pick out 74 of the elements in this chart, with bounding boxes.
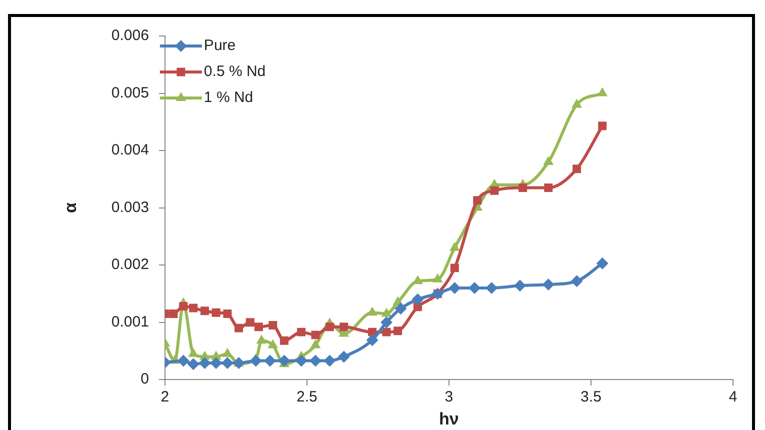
point xyxy=(198,356,211,369)
point xyxy=(394,302,407,315)
y-tick-label: 0.006 xyxy=(111,27,149,44)
point xyxy=(448,282,461,294)
point xyxy=(570,275,583,288)
point xyxy=(473,196,482,205)
point xyxy=(597,87,608,96)
point xyxy=(177,354,190,367)
point xyxy=(246,318,254,327)
point xyxy=(542,278,554,291)
point xyxy=(486,282,498,294)
point xyxy=(449,242,460,251)
point xyxy=(514,280,526,292)
point xyxy=(309,354,322,367)
point xyxy=(412,293,424,306)
point xyxy=(381,308,392,317)
point xyxy=(572,164,582,174)
point xyxy=(544,184,553,192)
point xyxy=(490,186,499,195)
y-tick-label: 0.004 xyxy=(111,142,149,159)
y-tick-label: 0.002 xyxy=(111,256,149,274)
point xyxy=(254,322,263,332)
point xyxy=(380,316,392,328)
y-axis-title: α xyxy=(60,202,80,214)
point xyxy=(366,334,378,346)
point xyxy=(256,334,267,344)
point xyxy=(223,310,232,318)
y-tick-label: 0.005 xyxy=(111,84,149,102)
point xyxy=(268,339,278,348)
point xyxy=(518,184,528,192)
y-tick-label: 0.003 xyxy=(111,198,149,216)
x-axis-title: hν xyxy=(439,409,459,428)
x-tick-label: 2.5 xyxy=(296,388,318,406)
point xyxy=(367,306,378,316)
point xyxy=(382,328,391,336)
point xyxy=(598,122,607,130)
point xyxy=(295,354,308,367)
point xyxy=(187,358,200,370)
point xyxy=(394,326,402,336)
point xyxy=(311,330,320,340)
point xyxy=(189,304,198,312)
x-tick-label: 4 xyxy=(728,388,738,406)
point xyxy=(310,339,321,348)
point xyxy=(324,354,336,367)
point xyxy=(432,273,443,282)
y-tick-label: 0.001 xyxy=(111,313,149,330)
x-tick-label: 3.5 xyxy=(580,388,602,406)
legend-label: Pure xyxy=(204,37,236,54)
point xyxy=(169,310,178,318)
point xyxy=(234,324,244,332)
point xyxy=(280,336,288,345)
x-tick-label: 2 xyxy=(160,388,170,406)
y-tick-label: 0 xyxy=(140,370,149,388)
point xyxy=(543,156,554,165)
point xyxy=(188,348,199,357)
legend-label: 0.5 % Nd xyxy=(204,63,266,80)
point xyxy=(450,264,459,272)
point xyxy=(222,348,233,357)
point xyxy=(278,354,290,367)
point xyxy=(412,275,423,284)
point xyxy=(268,320,278,330)
point xyxy=(297,328,306,336)
point xyxy=(179,302,188,311)
point xyxy=(250,354,262,367)
point xyxy=(338,350,350,363)
legend-label: 1 % Nd xyxy=(204,89,254,106)
point xyxy=(325,322,334,332)
point xyxy=(596,257,608,270)
point xyxy=(200,306,209,316)
point xyxy=(212,308,220,317)
point xyxy=(264,354,276,367)
point xyxy=(572,98,582,108)
point xyxy=(340,322,348,332)
x-tick-label: 3 xyxy=(444,388,454,406)
